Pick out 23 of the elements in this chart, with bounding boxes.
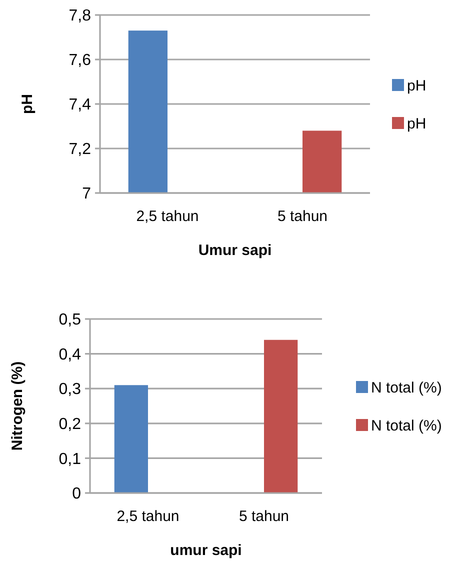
x-axis-title: umur sapi — [170, 542, 242, 559]
y-tick-label: 7,6 — [68, 52, 92, 70]
x-tick-label: 2,5 tahun — [116, 508, 180, 525]
legend-label: N total (%) — [371, 417, 442, 434]
y-axis-title: Nitrogen (%) — [9, 361, 26, 451]
legend-label: pH — [407, 115, 426, 132]
x-tick-label: 5 tahun — [277, 208, 328, 225]
y-tick-label: 0,5 — [58, 312, 82, 329]
legend-label: pH — [407, 77, 426, 94]
y-tick-label: 7,8 — [68, 8, 92, 25]
y-tick-label: 7,4 — [68, 96, 92, 114]
x-tick-label: 2,5 tahun — [136, 208, 199, 225]
y-tick-label: 0,2 — [58, 416, 82, 433]
y-tick-label: 0,3 — [58, 381, 82, 398]
legend-label: N total (%) — [371, 379, 442, 396]
y-tick-label: 7,2 — [68, 141, 92, 158]
y-tick-label: 0,1 — [58, 450, 82, 468]
y-axis-title: pH — [19, 94, 36, 114]
x-axis-title: Umur sapi — [198, 242, 272, 259]
y-tick-label: 7 — [82, 186, 92, 203]
x-tick-label: 5 tahun — [238, 508, 290, 525]
y-tick-label: 0 — [72, 486, 82, 503]
y-tick-label: 0,4 — [58, 346, 82, 364]
